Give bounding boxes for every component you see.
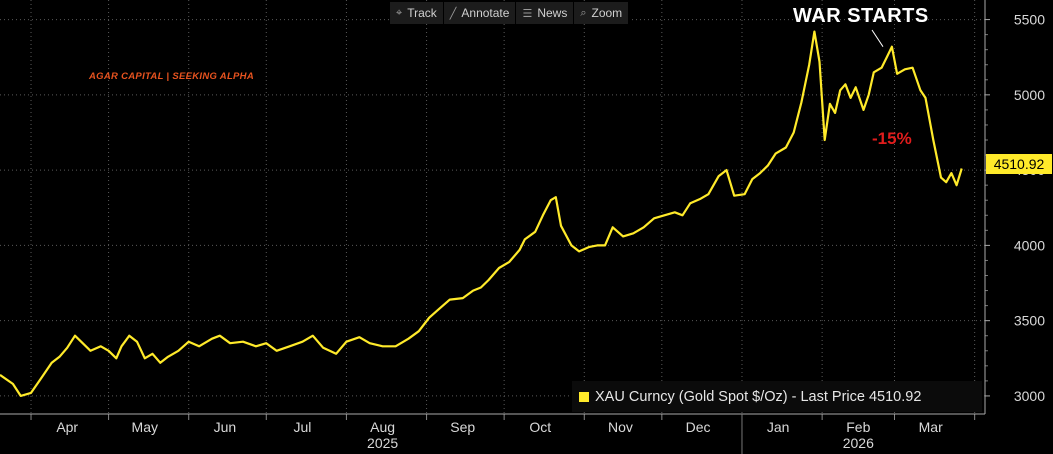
y-tick-label: 3000 (1014, 388, 1045, 404)
legend-swatch (579, 391, 589, 402)
news-label: News (537, 6, 568, 20)
chart-toolbar: ⌖ Track ╱ Annotate ☰ News ⌕ Zoom (390, 2, 630, 24)
legend-text: XAU Curncy (Gold Spot $/Oz) - Last Price… (595, 388, 922, 405)
x-tick-label: Sep (450, 419, 475, 435)
war-starts-annotation: WAR STARTS (793, 5, 929, 27)
y-tick-label: 3500 (1014, 313, 1045, 329)
track-label: Track (407, 6, 437, 20)
price-line (0, 30, 963, 397)
annotate-label: Annotate (461, 6, 510, 20)
x-tick-label: Dec (686, 419, 711, 435)
drop-percent-annotation: -15% (872, 129, 912, 148)
y-tick-label: 5000 (1014, 87, 1045, 103)
x-tick-label: Oct (529, 419, 551, 435)
year-label: 2026 (843, 435, 874, 451)
watermark-text: AGAR CAPITAL | SEEKING ALPHA (89, 71, 255, 82)
last-price-tag: 4510.92 (986, 154, 1052, 174)
x-tick-label: Apr (56, 419, 78, 435)
x-tick-label: Mar (919, 419, 943, 435)
y-tick-label: 5500 (1014, 12, 1045, 28)
x-tick-label: Aug (370, 419, 395, 435)
zoom-label: Zoom (591, 6, 623, 20)
magnifier-icon: ⌕ (580, 6, 587, 19)
annotate-button[interactable]: ╱ Annotate (444, 2, 517, 24)
news-icon: ☰ (522, 7, 533, 20)
x-tick-label: Jul (294, 419, 312, 435)
legend: XAU Curncy (Gold Spot $/Oz) - Last Price… (572, 381, 982, 412)
track-button[interactable]: ⌖ Track (390, 2, 444, 24)
y-tick-label: 4000 (1014, 237, 1045, 253)
x-tick-label: Nov (608, 419, 633, 435)
x-tick-label: Jan (767, 419, 790, 435)
x-tick-label: May (132, 419, 158, 435)
news-button[interactable]: ☰ News (516, 2, 575, 24)
pencil-icon: ╱ (449, 7, 457, 20)
x-tick-label: Jun (214, 419, 237, 435)
crosshair-icon: ⌖ (396, 6, 403, 19)
war-leader-line (871, 29, 884, 47)
year-label: 2025 (367, 435, 398, 451)
zoom-button[interactable]: ⌕ Zoom (574, 2, 630, 24)
x-tick-label: Feb (846, 419, 870, 435)
